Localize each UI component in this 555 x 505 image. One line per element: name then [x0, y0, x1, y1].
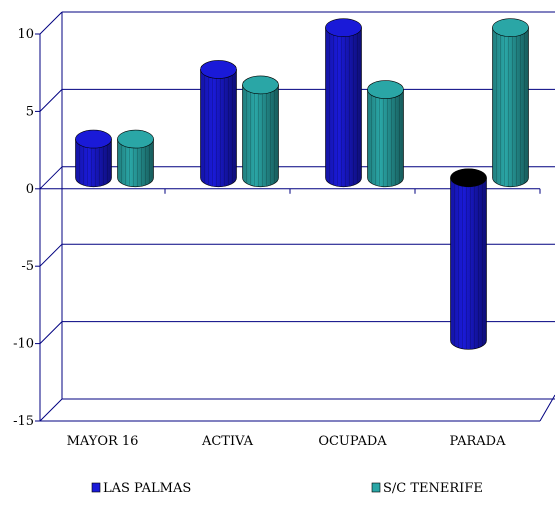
bar-top	[75, 129, 112, 149]
bar-body	[242, 84, 279, 188]
gridline-depth	[39, 166, 63, 190]
bar	[367, 80, 404, 188]
legend: LAS PALMAS S/C TENERIFE	[91, 481, 483, 496]
bar	[325, 18, 362, 188]
bar-top	[367, 80, 404, 99]
axis-layer: 10 5 0 -5 -10 -15 MAYOR 16 ACTIVA OCUPADA PARADA	[13, 27, 541, 449]
gridline-depth	[39, 398, 63, 422]
gridline-depth	[39, 321, 63, 344]
bar-top	[117, 129, 154, 149]
bar-top	[450, 168, 487, 188]
bar	[75, 129, 112, 188]
y-tick-label: -5	[21, 259, 34, 274]
bar-body	[367, 89, 404, 188]
bar-body	[200, 69, 237, 188]
bar-top	[242, 75, 279, 95]
bar	[200, 60, 237, 188]
bar-top	[325, 18, 362, 37]
x-tick-label: PARADA	[450, 434, 507, 449]
bar-body	[117, 138, 154, 188]
bar	[492, 18, 529, 188]
x-tick-label: OCUPADA	[318, 434, 387, 449]
legend-item: S/C TENERIFE	[371, 481, 483, 496]
bar-top	[492, 18, 529, 37]
legend-item: LAS PALMAS	[91, 481, 191, 496]
y-tick-label: 5	[26, 104, 34, 119]
bar	[117, 129, 154, 188]
y-tick-label: -15	[13, 414, 34, 429]
y-tick-label: -10	[13, 337, 34, 352]
x-tick-label: ACTIVA	[201, 434, 254, 449]
legend-swatch	[91, 482, 101, 493]
y-tick-label: 10	[17, 27, 34, 42]
bar-body	[75, 138, 112, 188]
bar-top	[200, 60, 237, 79]
bars-layer	[75, 18, 529, 350]
legend-label: LAS PALMAS	[103, 481, 191, 496]
x-tick-label: MAYOR 16	[67, 434, 139, 449]
bar-body	[492, 27, 529, 188]
bar	[242, 75, 279, 188]
gridline-depth	[39, 11, 63, 35]
floor-right-edge	[539, 394, 555, 422]
gridline-depth	[39, 89, 63, 112]
y-tick-label: 0	[26, 182, 34, 197]
legend-label: S/C TENERIFE	[383, 481, 483, 496]
bar-body	[450, 177, 487, 350]
bar-body	[325, 27, 362, 188]
legend-swatch	[371, 482, 381, 493]
gridline-depth	[39, 243, 63, 267]
bar	[450, 168, 487, 350]
